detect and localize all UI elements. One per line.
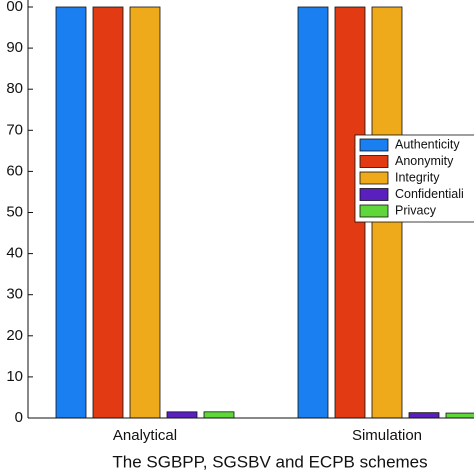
- legend-label: Authenticity: [395, 137, 460, 151]
- legend-swatch: [359, 171, 389, 185]
- x-tick-label: Analytical: [113, 427, 177, 444]
- legend-label: Anonymity: [395, 154, 454, 168]
- bar: [92, 6, 124, 419]
- bar: [408, 412, 440, 419]
- y-tick-label: 00: [6, 0, 23, 15]
- bar: [166, 411, 198, 419]
- y-tick-label: 0: [15, 409, 23, 426]
- legend-label: Privacy: [395, 203, 437, 217]
- y-tick-label: 40: [6, 245, 23, 262]
- y-tick-label: 90: [6, 39, 23, 56]
- legend-label: Confidentiali: [395, 187, 464, 201]
- x-tick-label: Simulation: [352, 427, 422, 444]
- y-tick-label: 70: [6, 121, 23, 138]
- y-tick-label: 60: [6, 162, 23, 179]
- bar: [297, 6, 329, 419]
- bar: [203, 411, 235, 419]
- bar: [55, 6, 87, 419]
- legend-swatch: [359, 204, 389, 218]
- legend-label: Integrity: [395, 170, 440, 184]
- bar: [445, 412, 474, 419]
- y-tick-label: 30: [6, 286, 23, 303]
- y-tick-label: 80: [6, 80, 23, 97]
- legend-swatch: [359, 155, 389, 168]
- bar: [129, 6, 161, 419]
- legend: Authenticity Anonymity Integrity Confidenti…: [354, 134, 474, 223]
- y-tick-label: 20: [6, 327, 23, 344]
- y-tick-label: 50: [6, 203, 23, 220]
- x-axis-label: The SGBPP, SGSBV and ECPB schemes: [112, 452, 427, 471]
- legend-swatch: [359, 188, 389, 201]
- legend-swatch: [359, 138, 389, 152]
- y-tick-label: 10: [6, 368, 23, 385]
